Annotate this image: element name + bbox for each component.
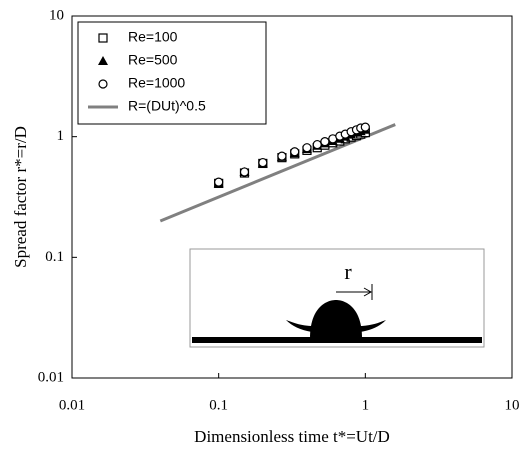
data-point	[277, 151, 287, 161]
legend-label: Re=500	[128, 52, 178, 68]
inset-arrow-head	[363, 287, 373, 297]
legend-swatch	[98, 79, 108, 89]
data-point	[360, 122, 370, 132]
legend-label: R=(DUt)^0.5	[128, 98, 206, 114]
y-tick-label: 0.1	[45, 249, 64, 265]
legend-swatch	[98, 56, 108, 65]
legend-swatch	[98, 33, 108, 43]
fit-line	[159, 123, 396, 223]
x-axis-label: Dimensionless time t*=Ut/D	[194, 427, 390, 446]
data-point	[302, 143, 312, 153]
data-point	[258, 157, 268, 168]
inset: r	[189, 248, 485, 348]
x-tick-label: 10	[505, 397, 520, 413]
y-axis-label: Spread factor r*=r/D	[11, 126, 30, 268]
data-point	[239, 167, 250, 177]
inset-substrate	[192, 337, 482, 343]
data-point	[320, 137, 330, 147]
y-tick-label: 0.01	[38, 369, 64, 385]
x-tick-label: 0.01	[59, 397, 85, 413]
inset-splash	[286, 320, 386, 332]
data-point	[290, 147, 300, 157]
y-tick-label: 1	[57, 128, 65, 144]
inset-droplet	[310, 300, 362, 338]
legend-label: Re=100	[128, 29, 178, 45]
plot-frame	[71, 15, 513, 379]
y-tick-label: 10	[49, 7, 64, 23]
legend-label: Re=1000	[128, 75, 185, 91]
data-point	[214, 177, 224, 187]
legend: Re=100 Re=500 Re=1000 R=(DUt)^0.5	[77, 21, 267, 125]
data-point	[312, 139, 322, 150]
x-tick-label: 1	[362, 397, 370, 413]
inset-label: r	[344, 259, 352, 284]
x-tick-label: 0.1	[209, 397, 228, 413]
